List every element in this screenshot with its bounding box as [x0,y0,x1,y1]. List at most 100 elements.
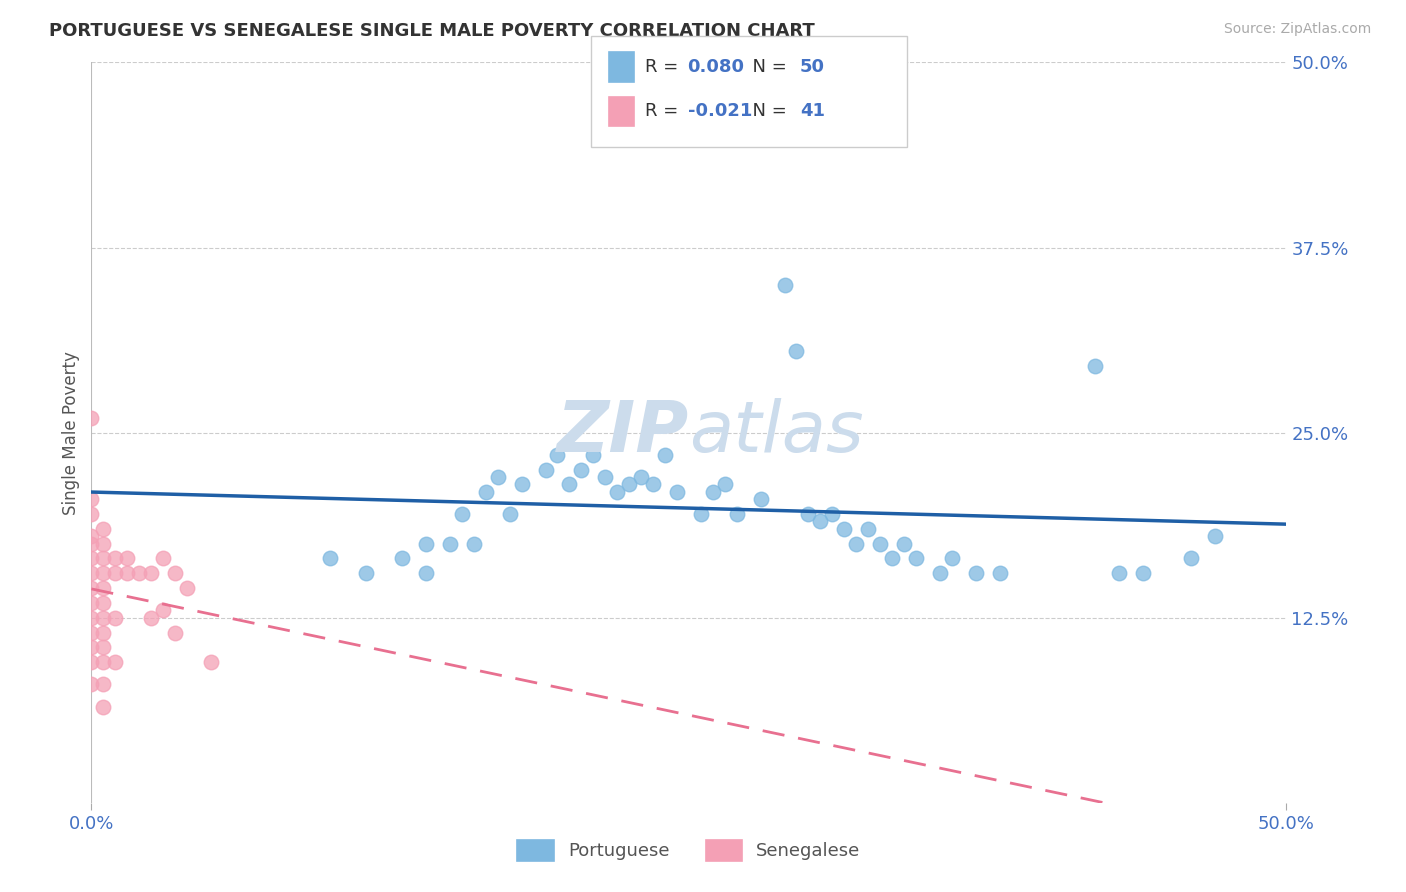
Point [152,603,174,617]
Point [1132,566,1154,581]
Point [80,551,103,566]
Text: 0.080: 0.080 [688,58,745,76]
Point [415,566,437,581]
Point [654,448,676,462]
Point [821,507,844,521]
Point [619,477,641,491]
Point [1084,359,1107,373]
Point [773,277,796,292]
Point [725,507,748,521]
Text: R =: R = [645,103,685,120]
Point [558,477,581,491]
Point [547,448,569,462]
Point [80,596,103,610]
Point [176,581,198,595]
Point [391,551,413,566]
Point [93,699,114,714]
Point [104,655,127,669]
Point [905,551,928,566]
Point [606,484,628,499]
Point [141,566,162,581]
Point [80,536,103,550]
Point [93,566,114,581]
Point [785,344,807,359]
Point [749,492,772,507]
Point [93,522,114,536]
Text: N =: N = [741,103,793,120]
Text: Source: ZipAtlas.com: Source: ZipAtlas.com [1223,22,1371,37]
Point [571,462,593,476]
Point [80,566,103,581]
Point [80,677,103,691]
Point [450,507,472,521]
Point [869,536,891,550]
Point [988,566,1011,581]
Text: N =: N = [741,58,793,76]
Point [893,536,915,550]
Point [354,566,377,581]
Point [880,551,904,566]
Point [104,551,127,566]
Point [1180,551,1202,566]
Point [474,484,498,499]
Point [714,477,737,491]
Point [498,507,520,521]
Point [93,596,114,610]
Point [941,551,963,566]
Text: 50: 50 [800,58,825,76]
Point [593,470,616,484]
Point [80,492,103,507]
Point [80,529,103,543]
Point [80,410,103,425]
Point [93,625,114,640]
Point [439,536,461,550]
Point [200,655,222,669]
Point [319,551,342,566]
Text: 41: 41 [800,103,825,120]
Point [80,655,103,669]
Point [415,536,437,550]
Point [80,507,103,521]
Point [115,566,138,581]
Point [689,507,711,521]
Point [80,610,103,624]
Point [93,551,114,566]
Point [93,536,114,550]
Point [163,625,186,640]
Point [93,677,114,691]
Point [128,566,150,581]
Point [93,655,114,669]
Point [965,566,987,581]
Point [845,536,868,550]
Point [702,484,724,499]
Point [80,625,103,640]
Point [510,477,533,491]
Point [582,448,605,462]
Point [104,610,127,624]
Point [797,507,820,521]
Point [152,551,174,566]
Point [115,551,138,566]
Point [93,610,114,624]
Point [630,470,652,484]
Text: ZIP: ZIP [557,398,689,467]
Point [1108,566,1130,581]
Point [163,566,186,581]
Point [463,536,485,550]
Point [666,484,689,499]
Point [141,610,162,624]
Point [104,566,127,581]
Point [810,515,832,529]
Point [80,640,103,655]
Text: -0.021: -0.021 [688,103,752,120]
Point [534,462,557,476]
Text: atlas: atlas [689,398,863,467]
Text: PORTUGUESE VS SENEGALESE SINGLE MALE POVERTY CORRELATION CHART: PORTUGUESE VS SENEGALESE SINGLE MALE POV… [49,22,815,40]
Legend: Portuguese, Senegalese: Portuguese, Senegalese [510,832,868,868]
Point [486,470,509,484]
Point [856,522,880,536]
Y-axis label: Single Male Poverty: Single Male Poverty [62,351,80,515]
Point [93,581,114,595]
Point [928,566,950,581]
Point [832,522,855,536]
